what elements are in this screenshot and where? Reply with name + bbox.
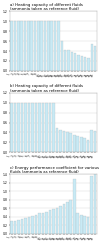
Bar xyxy=(62,204,65,234)
Bar xyxy=(52,103,55,152)
Bar xyxy=(17,103,20,152)
Bar xyxy=(73,179,76,234)
Bar xyxy=(47,21,50,71)
Bar xyxy=(70,52,73,71)
Bar xyxy=(42,103,44,152)
Bar xyxy=(56,208,58,234)
Bar xyxy=(35,103,37,152)
Bar xyxy=(50,21,53,71)
Bar xyxy=(66,132,69,152)
Text: a) Heating capacity of different fluids (ammonia taken as reference fluid): a) Heating capacity of different fluids … xyxy=(10,3,82,11)
Bar xyxy=(21,219,23,234)
Bar xyxy=(56,128,58,152)
Bar xyxy=(49,210,51,234)
Text: b) Heating capacity of different fluids (ammonia taken as reference fluid): b) Heating capacity of different fluids … xyxy=(10,84,83,93)
Bar xyxy=(28,103,30,152)
Bar xyxy=(24,103,27,152)
Bar xyxy=(70,200,72,234)
Bar xyxy=(81,56,83,71)
Bar xyxy=(66,202,69,234)
Text: c) Energy performance coefficient for various fluids (ammonia as reference fluid: c) Energy performance coefficient for va… xyxy=(10,166,99,174)
Bar xyxy=(31,103,34,152)
Bar xyxy=(94,174,96,234)
Bar xyxy=(38,103,41,152)
Bar xyxy=(35,215,37,234)
Bar xyxy=(74,53,76,71)
Bar xyxy=(17,220,20,234)
Bar xyxy=(62,131,65,152)
Bar xyxy=(57,21,60,71)
Bar xyxy=(87,59,90,71)
Bar xyxy=(31,216,34,234)
Bar xyxy=(24,218,27,234)
Bar xyxy=(37,21,40,71)
Bar xyxy=(20,21,23,71)
Bar xyxy=(90,176,93,234)
Bar xyxy=(10,21,13,71)
Bar xyxy=(77,55,80,71)
Bar xyxy=(60,41,63,71)
Bar xyxy=(52,209,55,234)
Bar xyxy=(14,21,16,71)
Bar xyxy=(30,21,33,71)
Bar xyxy=(83,216,86,234)
Bar xyxy=(67,50,70,71)
Bar xyxy=(59,130,62,152)
Bar xyxy=(34,21,36,71)
Bar xyxy=(90,130,93,152)
Bar xyxy=(84,57,86,71)
Bar xyxy=(54,21,56,71)
Bar xyxy=(24,21,26,71)
Bar xyxy=(76,136,79,152)
Bar xyxy=(28,217,30,234)
Bar xyxy=(10,103,13,152)
Bar xyxy=(87,140,90,152)
Bar xyxy=(83,139,86,152)
Bar xyxy=(94,131,96,152)
Bar xyxy=(45,103,48,152)
Bar xyxy=(87,217,90,234)
Bar xyxy=(64,50,66,71)
Bar xyxy=(49,103,51,152)
Bar xyxy=(44,21,46,71)
Bar xyxy=(94,46,96,71)
Bar xyxy=(80,215,82,234)
Bar xyxy=(80,138,82,152)
Bar xyxy=(91,43,93,71)
Bar xyxy=(45,212,48,234)
Bar xyxy=(21,103,23,152)
Bar xyxy=(59,206,62,234)
Bar xyxy=(76,213,79,234)
Bar xyxy=(42,213,44,234)
Bar xyxy=(40,21,43,71)
Bar xyxy=(38,213,41,234)
Bar xyxy=(27,21,30,71)
Bar xyxy=(10,221,13,234)
Bar xyxy=(70,133,72,152)
Bar xyxy=(73,135,76,152)
Bar xyxy=(14,103,16,152)
Bar xyxy=(14,221,16,234)
Bar xyxy=(17,21,20,71)
